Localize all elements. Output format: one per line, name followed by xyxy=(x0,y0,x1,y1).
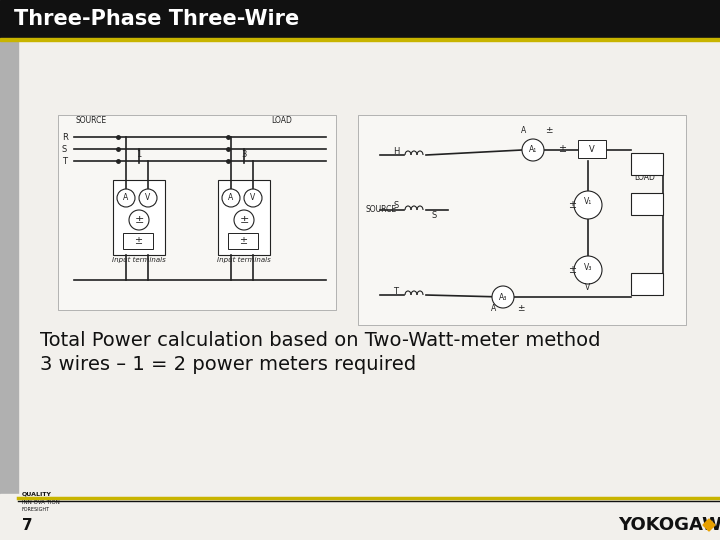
Circle shape xyxy=(129,210,149,230)
Text: S: S xyxy=(393,201,399,211)
Bar xyxy=(123,233,153,249)
Text: ±: ± xyxy=(239,236,247,246)
Text: R: R xyxy=(62,132,68,141)
Text: 1: 1 xyxy=(136,150,142,159)
Text: 3 wires – 1 = 2 power meters required: 3 wires – 1 = 2 power meters required xyxy=(40,355,416,375)
Text: ±: ± xyxy=(568,200,576,210)
Text: S: S xyxy=(62,145,67,153)
Text: Input terminals: Input terminals xyxy=(217,257,271,263)
Bar xyxy=(113,180,165,255)
Text: ±: ± xyxy=(134,236,142,246)
Circle shape xyxy=(574,256,602,284)
Bar xyxy=(218,180,270,255)
Text: V: V xyxy=(251,193,256,202)
Text: ±: ± xyxy=(239,215,248,225)
Text: A: A xyxy=(491,304,496,313)
Text: ±: ± xyxy=(558,144,566,154)
Text: T: T xyxy=(62,157,67,165)
Text: SOURCE: SOURCE xyxy=(76,116,107,125)
Bar xyxy=(631,153,663,175)
Text: V: V xyxy=(589,145,595,153)
Text: LOAD: LOAD xyxy=(634,173,655,182)
Text: LOAD: LOAD xyxy=(271,116,292,125)
Text: A₁: A₁ xyxy=(529,145,537,154)
Bar xyxy=(0,0,720,38)
Text: S: S xyxy=(432,211,437,220)
Text: ±: ± xyxy=(568,265,576,275)
Text: V₁: V₁ xyxy=(584,198,592,206)
Bar xyxy=(358,115,686,325)
Text: A: A xyxy=(521,126,526,135)
Circle shape xyxy=(244,189,262,207)
Text: SOURCE: SOURCE xyxy=(366,206,397,214)
Circle shape xyxy=(222,189,240,207)
Circle shape xyxy=(139,189,157,207)
Text: YOKOGAWA: YOKOGAWA xyxy=(618,516,720,534)
Text: A: A xyxy=(228,193,233,202)
Text: ±: ± xyxy=(545,126,552,135)
Text: 7: 7 xyxy=(22,517,32,532)
Text: H: H xyxy=(393,146,399,156)
Circle shape xyxy=(117,189,135,207)
Text: A: A xyxy=(123,193,129,202)
Text: ±: ± xyxy=(517,304,524,313)
Text: FORESIGHT: FORESIGHT xyxy=(22,507,50,512)
Text: V: V xyxy=(585,284,590,293)
Bar xyxy=(578,140,606,158)
Text: T: T xyxy=(394,287,398,295)
Circle shape xyxy=(234,210,254,230)
Bar xyxy=(18,41,720,494)
Text: A₃: A₃ xyxy=(499,293,507,301)
Text: 3: 3 xyxy=(241,150,247,159)
Text: Total Power calculation based on Two-Watt-meter method: Total Power calculation based on Two-Wat… xyxy=(40,330,600,349)
Polygon shape xyxy=(703,519,715,531)
Circle shape xyxy=(522,139,544,161)
Text: V: V xyxy=(145,193,150,202)
Bar xyxy=(228,233,258,249)
Text: ±: ± xyxy=(135,215,144,225)
Text: Three-Phase Three-Wire: Three-Phase Three-Wire xyxy=(14,9,300,29)
Bar xyxy=(58,115,336,310)
Bar xyxy=(631,193,663,215)
Text: INN OVA TION: INN OVA TION xyxy=(22,500,60,505)
Circle shape xyxy=(492,286,514,308)
Bar xyxy=(0,0,18,494)
Text: Input terminals: Input terminals xyxy=(112,257,166,263)
Bar xyxy=(0,494,720,540)
Bar xyxy=(0,38,720,41)
Bar xyxy=(631,273,663,295)
Circle shape xyxy=(574,191,602,219)
Text: V₃: V₃ xyxy=(584,262,592,272)
Text: QUALITY: QUALITY xyxy=(22,492,52,497)
